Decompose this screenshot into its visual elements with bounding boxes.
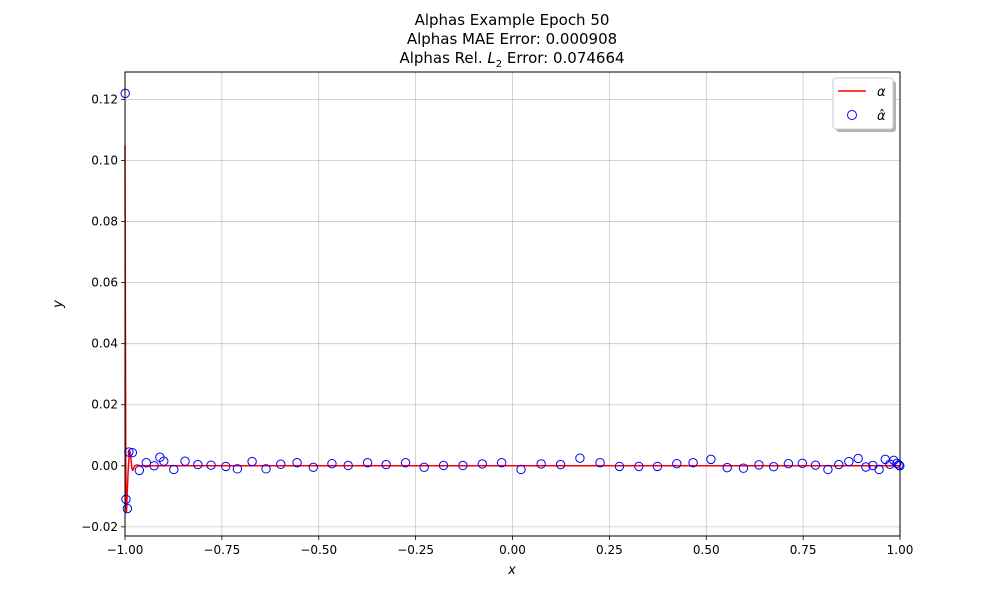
chart-title: Alphas Example Epoch 50 Alphas MAE Error…: [399, 11, 624, 70]
y-tick-label: 0.02: [91, 398, 118, 412]
legend-label-alpha: α: [877, 85, 886, 100]
x-tick-label: 0.75: [790, 543, 817, 557]
alpha-hat-point: [516, 464, 526, 475]
alpha-hat-point: [754, 460, 764, 470]
alpha-line-series: [124, 145, 901, 513]
title-line-2: Alphas MAE Error: 0.000908: [407, 30, 617, 48]
title-l2-symbol: L: [487, 49, 495, 67]
alpha-hat-point: [853, 453, 863, 464]
alpha-hat-point: [634, 461, 644, 472]
x-tick-label: 0.00: [499, 543, 526, 557]
alpha-hat-point: [706, 454, 716, 465]
x-tick-label: −0.75: [203, 543, 240, 557]
alpha-hat-point: [193, 459, 203, 470]
alpha-hat-point: [134, 465, 145, 476]
alpha-hat-point: [797, 458, 808, 469]
alpha-hat-point: [861, 462, 871, 472]
alpha-hat-point: [575, 453, 585, 463]
alpha-hat-point: [419, 462, 429, 473]
alpha-hat-point: [536, 459, 546, 469]
x-tick-label: 0.25: [596, 543, 623, 557]
alpha-hat-point: [180, 456, 190, 466]
alpha-hat-point: [169, 464, 179, 475]
alpha-hat-point: [221, 461, 231, 472]
alpha-hat-point: [149, 461, 159, 471]
y-tick-label: 0.00: [91, 459, 118, 473]
x-tick-label: −0.25: [397, 543, 434, 557]
alpha-hat-scatter-series: [120, 88, 905, 514]
alpha-hat-point: [247, 456, 257, 467]
legend: α α̂: [832, 77, 896, 132]
alpha-hat-point: [458, 460, 468, 471]
alpha-hat-point: [688, 458, 698, 468]
title-l2-suffix: Error: 0.074664: [502, 49, 624, 67]
x-tick-label: 0.50: [693, 543, 720, 557]
axis-ticks: −1.00 −0.75 −0.50 −0.25 0.00 0.25 0.50 0.75 1.00…: [81, 92, 913, 557]
alpha-hat-point: [159, 456, 169, 466]
y-tick-label: 0.08: [91, 215, 118, 229]
title-l2-subscript: 2: [496, 59, 502, 70]
alpha-hat-point: [292, 458, 302, 468]
alpha-hat-point: [381, 459, 391, 470]
alpha-hat-point: [308, 462, 319, 473]
alpha-line: [124, 145, 901, 513]
alpha-hat-point: [874, 464, 884, 475]
alpha-hat-point: [206, 460, 216, 470]
title-l2-prefix: Alphas Rel.: [399, 49, 487, 67]
alpha-hat-point: [894, 460, 904, 470]
x-axis-label: x: [507, 563, 516, 578]
y-tick-label: −0.02: [81, 520, 118, 534]
alpha-hat-point: [614, 461, 625, 472]
alpha-hat-point: [122, 503, 133, 514]
alpha-hat-point: [652, 461, 663, 472]
alpha-hat-point: [438, 460, 449, 471]
legend-label-alpha-hat: α̂: [877, 109, 886, 124]
title-line-1: Alphas Example Epoch 50: [415, 11, 610, 29]
alpha-hat-point: [892, 458, 902, 469]
alpha-hat-point: [555, 459, 566, 470]
y-tick-label: 0.12: [91, 92, 118, 106]
alpha-hat-point: [261, 464, 271, 474]
alpha-hat-point: [783, 458, 794, 469]
legend-marker-swatch: [847, 110, 857, 120]
title-line-3: Alphas Rel. L2 Error: 0.074664: [399, 49, 624, 70]
alpha-hat-point: [327, 458, 337, 469]
x-tick-label: −0.50: [300, 543, 337, 557]
alpha-hat-point: [276, 459, 286, 469]
alpha-hat-point: [343, 460, 353, 471]
alpha-hat-point: [768, 462, 779, 472]
alpha-hat-point: [362, 458, 373, 468]
y-tick-label: 0.04: [91, 337, 118, 351]
y-tick-label: 0.06: [91, 276, 118, 290]
alpha-hat-point: [595, 458, 605, 468]
alpha-hat-point: [738, 463, 749, 473]
alpha-hat-point: [121, 494, 131, 505]
alpha-hat-point: [232, 464, 243, 474]
alpha-hat-point: [477, 459, 487, 469]
x-tick-label: 1.00: [887, 543, 914, 557]
alpha-hat-point: [127, 447, 138, 458]
alpha-hat-point: [672, 458, 682, 469]
alpha-hat-point: [844, 456, 854, 467]
y-axis-label: y: [51, 300, 66, 309]
x-tick-label: −1.00: [107, 543, 144, 557]
alpha-hat-point: [400, 458, 411, 468]
y-tick-label: 0.10: [91, 154, 118, 168]
alpha-hat-point: [810, 460, 821, 470]
alpha-hat-point: [496, 458, 507, 468]
alpha-hat-point: [722, 462, 732, 473]
alpha-hat-point: [834, 459, 844, 470]
alpha-hat-point: [823, 464, 833, 475]
